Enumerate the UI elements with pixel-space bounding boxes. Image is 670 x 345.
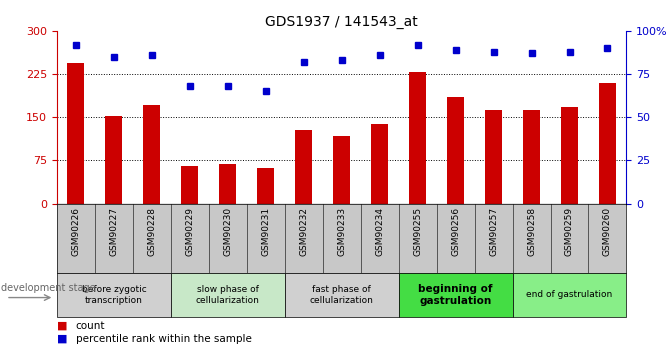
Text: GSM90257: GSM90257 xyxy=(489,207,498,256)
Text: GSM90255: GSM90255 xyxy=(413,207,422,256)
Text: before zygotic
transcription: before zygotic transcription xyxy=(82,285,146,305)
Bar xyxy=(485,110,502,204)
Bar xyxy=(599,83,616,204)
Title: GDS1937 / 141543_at: GDS1937 / 141543_at xyxy=(265,14,418,29)
Text: ■: ■ xyxy=(57,334,68,344)
Bar xyxy=(399,273,513,317)
Text: GSM90256: GSM90256 xyxy=(451,207,460,256)
Bar xyxy=(523,110,540,204)
Text: GSM90258: GSM90258 xyxy=(527,207,536,256)
Bar xyxy=(409,72,426,204)
Bar xyxy=(333,136,350,204)
Bar xyxy=(513,273,626,317)
Text: GSM90234: GSM90234 xyxy=(375,207,384,256)
Bar xyxy=(447,97,464,204)
Text: end of gastrulation: end of gastrulation xyxy=(527,290,612,299)
Text: development stage: development stage xyxy=(1,283,95,293)
Bar xyxy=(105,116,123,204)
Bar xyxy=(257,168,274,204)
Bar xyxy=(171,273,285,317)
Text: GSM90232: GSM90232 xyxy=(299,207,308,256)
Text: GSM90233: GSM90233 xyxy=(337,207,346,256)
Bar xyxy=(285,273,399,317)
Text: slow phase of
cellularization: slow phase of cellularization xyxy=(196,285,260,305)
Text: GSM90227: GSM90227 xyxy=(109,207,119,256)
Text: beginning of
gastrulation: beginning of gastrulation xyxy=(418,284,493,306)
Text: GSM90229: GSM90229 xyxy=(186,207,194,256)
Bar xyxy=(143,105,160,204)
Bar xyxy=(57,273,171,317)
Bar xyxy=(68,63,84,204)
Bar xyxy=(371,124,388,204)
Text: ■: ■ xyxy=(57,321,68,331)
Text: GSM90231: GSM90231 xyxy=(261,207,270,256)
Text: count: count xyxy=(76,321,105,331)
Text: GSM90226: GSM90226 xyxy=(72,207,80,256)
Bar xyxy=(561,107,578,204)
Bar xyxy=(182,166,198,204)
Text: fast phase of
cellularization: fast phase of cellularization xyxy=(310,285,374,305)
Text: GSM90230: GSM90230 xyxy=(223,207,232,256)
Bar xyxy=(295,130,312,204)
Text: GSM90228: GSM90228 xyxy=(147,207,156,256)
Bar xyxy=(219,165,237,204)
Text: percentile rank within the sample: percentile rank within the sample xyxy=(76,334,252,344)
Text: GSM90260: GSM90260 xyxy=(603,207,612,256)
Text: GSM90259: GSM90259 xyxy=(565,207,574,256)
